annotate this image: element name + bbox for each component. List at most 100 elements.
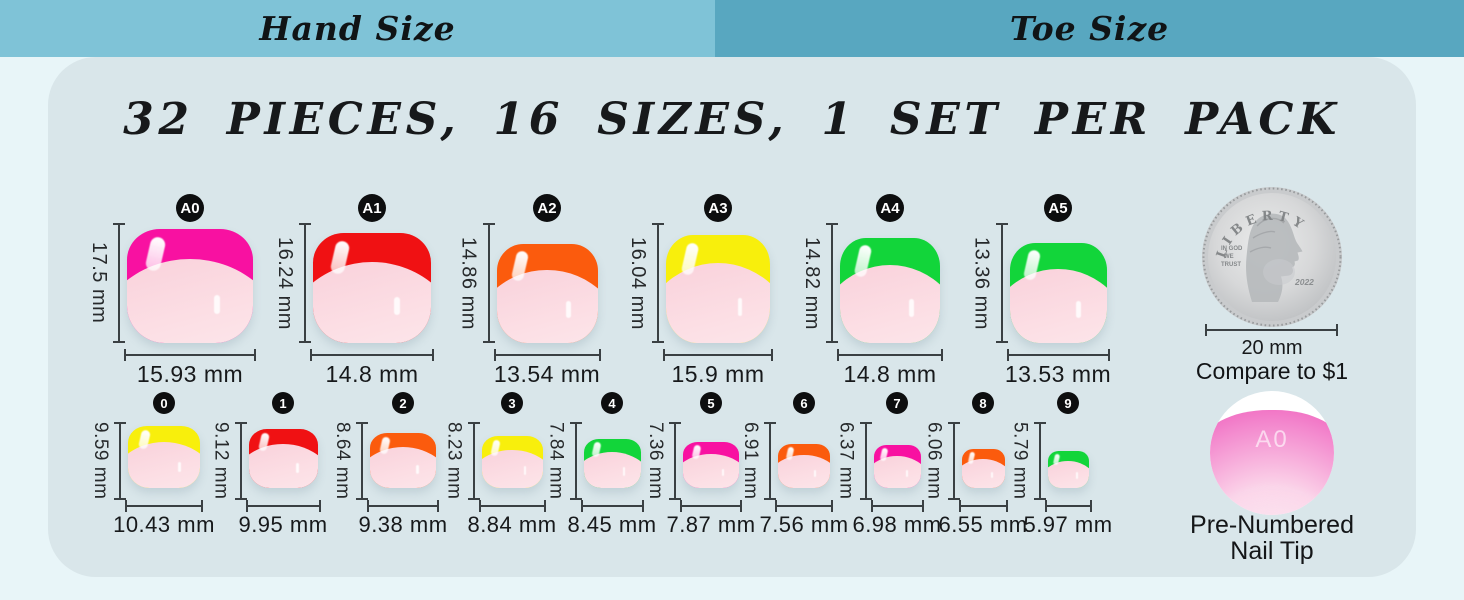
nail-highlight-dot <box>296 463 300 474</box>
pre-numbered-caption-line2: Nail Tip <box>1230 537 1314 565</box>
nail-body <box>583 451 641 488</box>
nail-highlight-dot <box>523 466 527 475</box>
size-badge-A0: A0 <box>176 194 204 222</box>
nail-swatch-A0 <box>127 229 253 343</box>
coin-year: 2022 <box>1294 277 1314 287</box>
width-label-9: 5.97 mm <box>1023 512 1113 537</box>
coin-motto-line1: IN GOD <box>1221 246 1243 252</box>
nail-swatch-4 <box>583 439 641 488</box>
width-label-A0: 15.93 mm <box>136 361 244 387</box>
width-label-A4: 14.8 mm <box>843 361 937 387</box>
width-measure-line-8 <box>958 500 1008 512</box>
nail-swatch-A5 <box>1009 243 1107 343</box>
height-label-1: 9.12 mm <box>210 422 232 500</box>
height-measure-line-A3 <box>652 223 664 343</box>
height-measure-line-1 <box>234 422 247 500</box>
height-measure-line-A5 <box>995 223 1008 343</box>
nail-swatch-A3 <box>666 235 770 343</box>
width-label-2: 9.38 mm <box>358 512 448 537</box>
height-label-A1: 16.24 mm <box>274 236 296 330</box>
height-label-3: 8.23 mm <box>443 422 465 500</box>
nail-swatch-A4 <box>840 238 940 343</box>
width-measure-line-A0 <box>124 349 256 361</box>
width-measure-line-A2 <box>493 349 601 361</box>
size-badge-label: 2 <box>399 395 407 411</box>
size-badge-label: 6 <box>800 395 808 411</box>
size-badge-label: A2 <box>537 199 557 217</box>
height-measure-line-A0 <box>113 223 125 343</box>
size-badge-A3: A3 <box>704 194 732 222</box>
nail-body <box>1009 269 1107 343</box>
size-badge-6: 6 <box>793 392 815 414</box>
nail-highlight-dot <box>909 298 914 317</box>
width-measure-line-9 <box>1044 500 1092 512</box>
height-label-8: 6.06 mm <box>923 422 945 500</box>
height-measure-line-2 <box>356 422 368 500</box>
nail-swatch-5 <box>683 442 739 488</box>
nail-swatch-A1 <box>313 233 431 343</box>
pre-numbered-tip-image: A0 <box>1210 391 1334 515</box>
width-measure-line-A5 <box>1006 349 1110 361</box>
width-label-4: 8.45 mm <box>567 512 657 537</box>
nail-body <box>778 455 830 488</box>
nail-highlight-dot <box>394 296 400 316</box>
width-measure-line-4 <box>580 500 644 512</box>
nail-swatch-1 <box>248 429 318 488</box>
nail-highlight-dot <box>721 468 725 477</box>
width-label-0: 10.43 mm <box>113 512 215 537</box>
size-badge-8: 8 <box>972 392 994 414</box>
width-measure-line-5 <box>680 500 742 512</box>
size-badge-label: A1 <box>362 199 382 217</box>
size-badge-9: 9 <box>1057 392 1079 414</box>
height-label-A2: 14.86 mm <box>457 236 480 330</box>
height-measure-line-3 <box>467 422 480 500</box>
size-badge-label: 3 <box>508 395 516 411</box>
nail-body <box>248 444 318 488</box>
width-measure-line-7 <box>870 500 924 512</box>
nail-highlight-dot <box>566 301 571 319</box>
height-measure-line-A4 <box>826 223 838 343</box>
nail-swatch-0 <box>128 426 200 488</box>
size-badge-label: A5 <box>1048 199 1068 217</box>
nail-body <box>840 265 940 343</box>
nail-swatch-3 <box>481 436 543 488</box>
size-badge-0: 0 <box>153 392 175 414</box>
nail-swatch-A2 <box>496 244 598 343</box>
size-badge-4: 4 <box>601 392 623 414</box>
tab-toe-size[interactable]: Toe Size <box>715 0 1464 57</box>
nail-swatch-6 <box>778 444 830 488</box>
size-badge-label: A3 <box>708 199 728 217</box>
nail-body <box>481 449 543 488</box>
width-measure-line-A4 <box>837 349 943 361</box>
height-label-A5: 13.36 mm <box>970 236 993 330</box>
nail-body <box>683 453 739 488</box>
size-badge-5: 5 <box>700 392 722 414</box>
size-badge-label: 1 <box>279 395 287 411</box>
width-label-7: 6.98 mm <box>852 512 942 537</box>
height-label-5: 7.36 mm <box>645 422 666 500</box>
nail-body <box>961 459 1005 488</box>
coin-motto-line2: WE <box>1224 254 1234 260</box>
height-label-A3: 16.04 mm <box>627 236 649 330</box>
nail-body <box>666 263 770 343</box>
coin-compare-caption: Compare to $1 <box>1195 358 1349 384</box>
width-label-6: 7.56 mm <box>759 512 849 537</box>
pre-numbered-caption: Pre-Numbered Nail Tip <box>1190 512 1354 564</box>
tab-hand-size[interactable]: Hand Size <box>0 0 715 57</box>
nail-swatch-2 <box>370 433 436 488</box>
coin-scale-line <box>1205 324 1338 336</box>
nail-body <box>370 447 436 488</box>
size-badge-A5: A5 <box>1044 194 1072 222</box>
size-badge-label: 9 <box>1064 395 1072 411</box>
width-label-1: 9.95 mm <box>238 512 328 537</box>
tab-toe-size-label: Toe Size <box>1009 9 1170 48</box>
pre-numbered-caption-line1: Pre-Numbered <box>1190 511 1354 539</box>
height-measure-line-4 <box>569 422 582 500</box>
width-label-A3: 15.9 mm <box>671 361 765 387</box>
size-badge-label: 0 <box>160 395 168 411</box>
size-badge-label: A4 <box>880 199 900 217</box>
size-badge-2: 2 <box>392 392 414 414</box>
quarter-coin-image: LIBERTY IN GOD WE TRUST 2022 <box>1202 187 1342 327</box>
size-badge-3: 3 <box>501 392 523 414</box>
height-measure-line-6 <box>764 422 776 500</box>
